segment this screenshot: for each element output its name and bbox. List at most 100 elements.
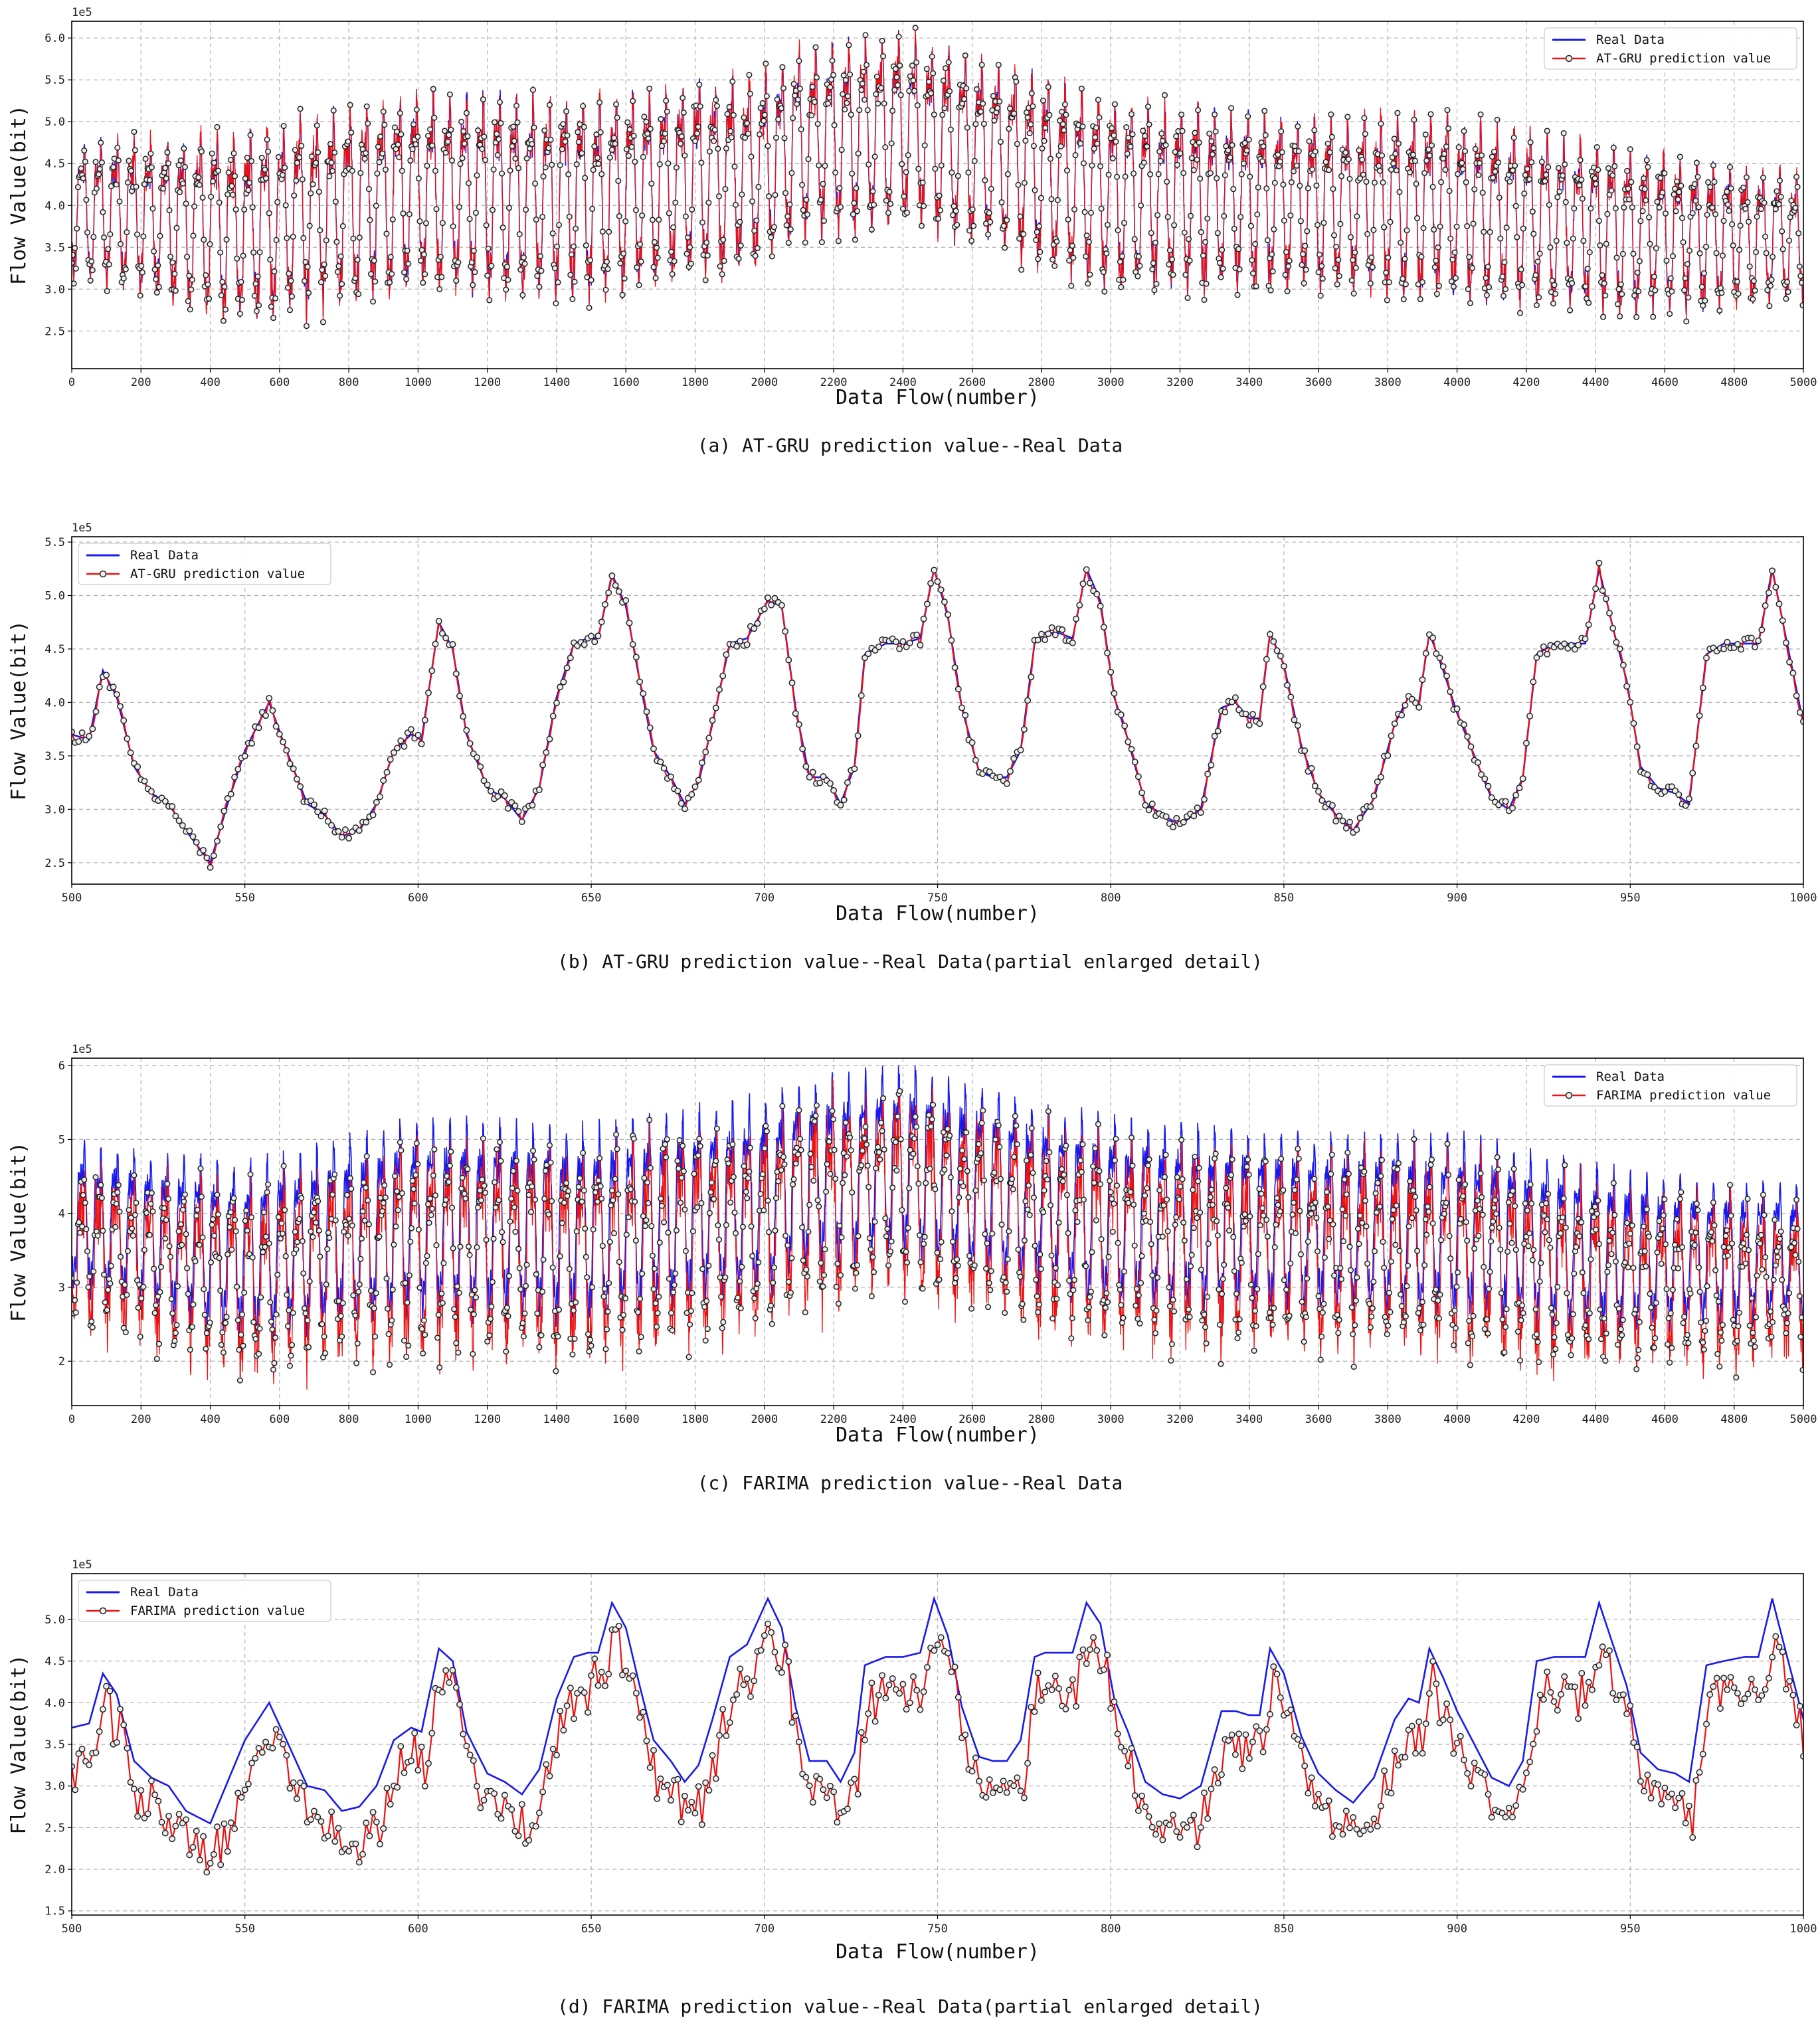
prediction-marker [487, 1315, 494, 1323]
prediction-marker [151, 1265, 157, 1272]
prediction-marker [702, 1779, 709, 1786]
prediction-marker [478, 1197, 484, 1204]
prediction-marker [1198, 229, 1204, 235]
prediction-marker [858, 1729, 865, 1736]
prediction-marker [183, 1231, 189, 1238]
prediction-marker [853, 1269, 860, 1276]
prediction-marker [468, 259, 475, 266]
prediction-marker [689, 1290, 695, 1297]
prediction-marker [854, 1791, 862, 1798]
prediction-marker [98, 1194, 105, 1202]
prediction-marker [644, 1179, 651, 1186]
prediction-marker [345, 1847, 353, 1855]
prediction-marker [283, 747, 290, 754]
prediction-marker [658, 1195, 664, 1202]
prediction-marker [1789, 1691, 1797, 1699]
prediction-marker [262, 166, 268, 173]
prediction-marker [1774, 188, 1780, 195]
prediction-marker [1350, 1364, 1357, 1370]
prediction-marker [560, 121, 567, 128]
prediction-marker [637, 241, 644, 248]
prediction-marker [1017, 1273, 1024, 1280]
prediction-marker [363, 103, 370, 110]
prediction-marker [1639, 208, 1646, 215]
prediction-marker [947, 126, 954, 133]
prediction-marker [910, 77, 917, 84]
prediction-marker [586, 304, 592, 311]
prediction-marker [619, 1671, 626, 1679]
prediction-marker [1300, 251, 1307, 258]
prediction-marker [468, 1307, 474, 1313]
prediction-marker [1702, 1327, 1708, 1335]
prediction-marker [932, 165, 939, 172]
prediction-marker [1554, 194, 1561, 201]
prediction-marker [1586, 1310, 1593, 1317]
prediction-marker [582, 1226, 589, 1232]
prediction-marker [1689, 769, 1696, 777]
prediction-marker [1241, 139, 1248, 146]
prediction-marker [1269, 251, 1275, 258]
prediction-marker [1356, 814, 1364, 822]
prediction-marker [1174, 1174, 1180, 1180]
prediction-marker [829, 1107, 836, 1115]
prediction-marker [642, 1223, 648, 1230]
prediction-marker [350, 1292, 357, 1299]
prediction-marker [747, 90, 753, 97]
prediction-marker [485, 245, 492, 252]
prediction-marker [240, 252, 246, 259]
prediction-marker [1290, 168, 1297, 175]
prediction-marker [408, 1757, 414, 1764]
prediction-marker [347, 1175, 353, 1182]
prediction-marker [678, 800, 685, 807]
prediction-marker [1277, 652, 1284, 660]
prediction-marker [432, 1192, 439, 1199]
prediction-marker [1022, 1198, 1029, 1204]
prediction-marker [678, 1200, 684, 1206]
prediction-marker [1319, 262, 1325, 270]
prediction-marker [499, 170, 505, 177]
prediction-marker [444, 138, 451, 145]
prediction-marker [1443, 1200, 1449, 1206]
prediction-marker [809, 1799, 816, 1806]
prediction-marker [1699, 684, 1706, 691]
prediction-marker [242, 175, 248, 182]
x-tick-label: 1000 [1790, 1922, 1817, 1936]
prediction-marker [1115, 227, 1121, 234]
prediction-marker [1417, 1327, 1423, 1334]
prediction-marker [1388, 166, 1395, 173]
prediction-marker [729, 1697, 737, 1703]
prediction-marker [210, 1216, 217, 1222]
prediction-marker [1518, 1317, 1524, 1324]
prediction-marker [903, 1706, 910, 1713]
prediction-marker [1455, 1176, 1462, 1183]
prediction-marker [1466, 1317, 1473, 1325]
prediction-marker [1297, 218, 1304, 225]
prediction-marker [1562, 1224, 1569, 1231]
prediction-marker [227, 790, 234, 798]
prediction-marker [1467, 1362, 1473, 1368]
y-tick-label: 6 [58, 1059, 65, 1073]
prediction-marker [1560, 130, 1567, 137]
prediction-marker [363, 1153, 370, 1160]
prediction-marker [894, 1113, 901, 1120]
prediction-marker [143, 1210, 150, 1216]
prediction-marker [1617, 313, 1623, 320]
prediction-marker [1602, 292, 1609, 299]
prediction-marker [1270, 1663, 1277, 1670]
prediction-marker [230, 150, 237, 157]
prediction-marker [477, 1804, 484, 1811]
prediction-marker [273, 236, 280, 243]
prediction-marker [1096, 114, 1103, 121]
prediction-marker [951, 1663, 958, 1671]
prediction-marker [1038, 195, 1044, 201]
prediction-marker [732, 201, 739, 208]
prediction-marker [244, 1228, 250, 1234]
prediction-marker [1519, 1786, 1526, 1793]
prediction-marker [499, 1229, 505, 1236]
prediction-marker [352, 1840, 359, 1847]
x-tick-label: 1000 [1790, 891, 1817, 905]
prediction-marker [1273, 1222, 1279, 1228]
prediction-marker [816, 779, 824, 786]
legend-prediction-label: FARIMA prediction value [1596, 1088, 1771, 1103]
prediction-marker [1610, 1180, 1617, 1186]
